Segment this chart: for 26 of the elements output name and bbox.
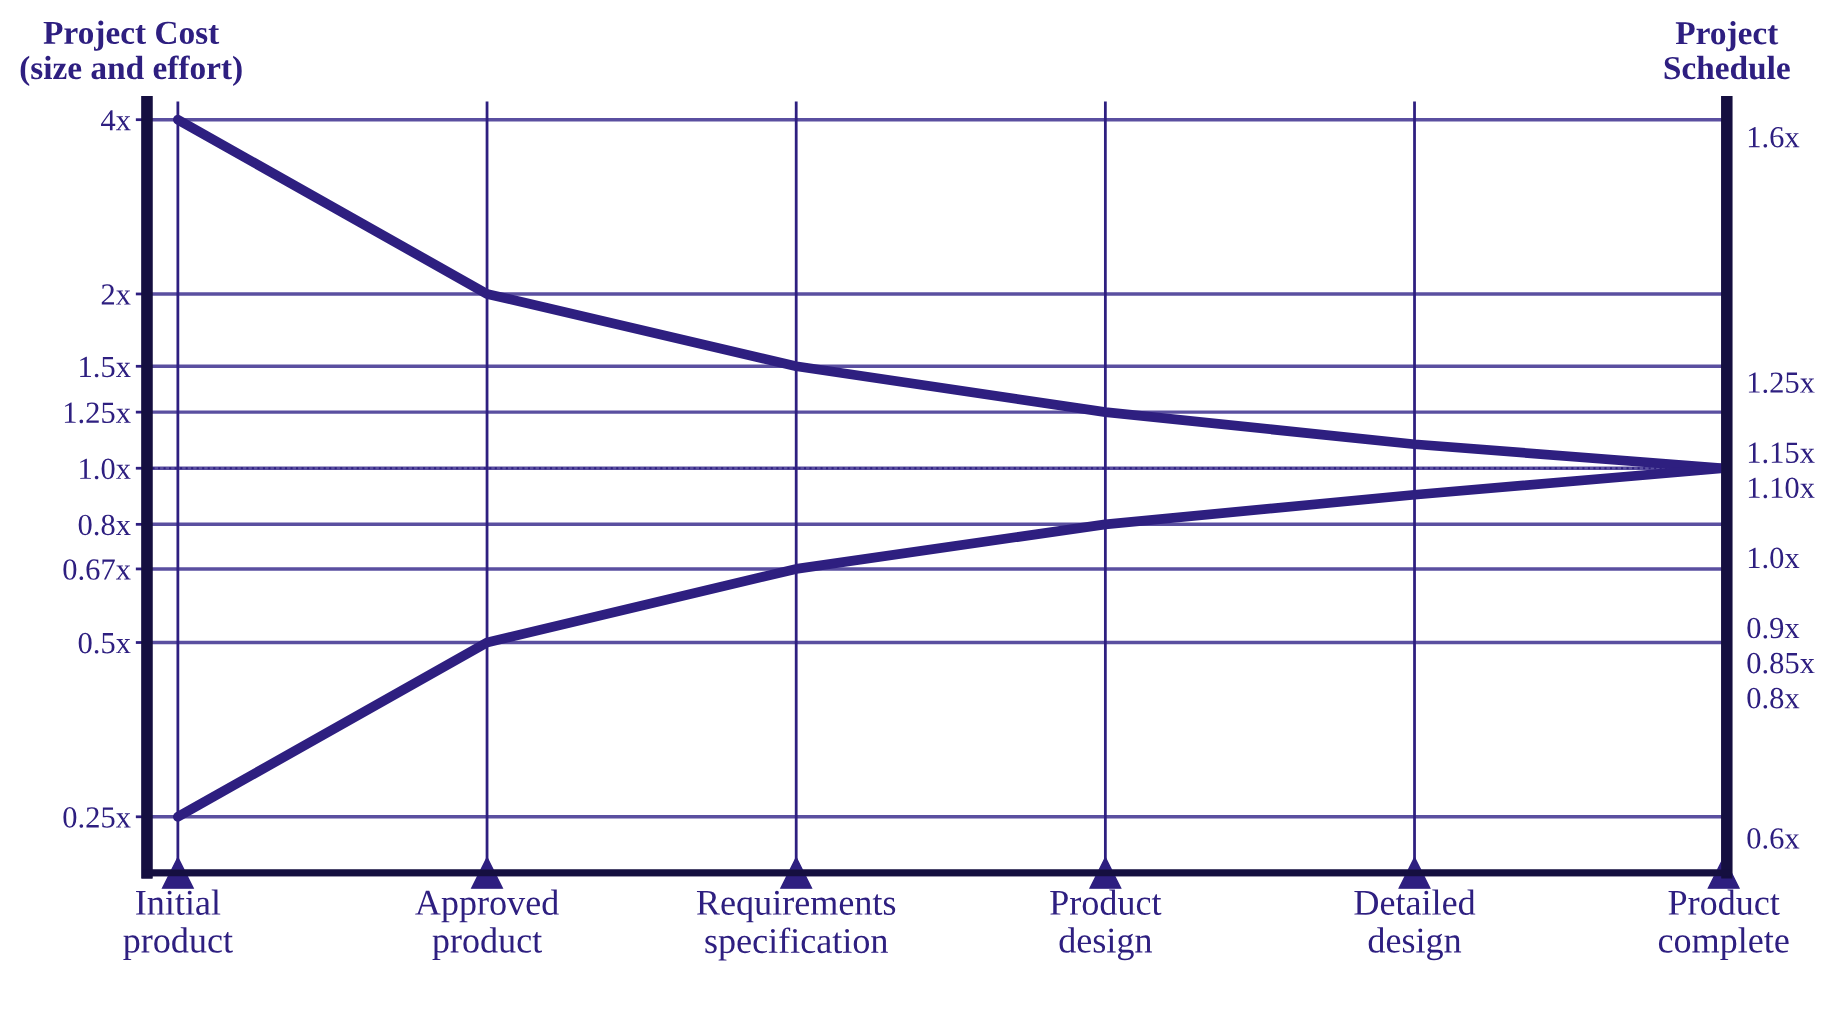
y-tick-label: 1.0x xyxy=(80,458,131,480)
y-tick-label: 0.5x xyxy=(78,632,131,654)
y-tick-label: 0.8x xyxy=(78,514,131,536)
x-tick-label: Detailed design xyxy=(1354,889,1476,961)
x-tick-label: Product design xyxy=(1050,889,1162,961)
y-tick-label: 1.25x xyxy=(64,402,131,424)
y-tick-label: 0.67x xyxy=(63,559,131,580)
x-tick-label: Product complete xyxy=(1658,889,1789,961)
y-tick-label: 4x xyxy=(101,110,131,131)
y2-tick-label: 0.85x xyxy=(1747,652,1815,674)
y2-tick-label: 1.25x xyxy=(1748,372,1815,394)
y-axis-title: Project Cost (size and effort) xyxy=(20,20,242,87)
x-tick-label: Initial product xyxy=(123,889,233,961)
y2-tick-label: 0.8x xyxy=(1747,687,1800,709)
y2-tick-label: 1.10x xyxy=(1748,477,1815,499)
y2-axis-title: Project Schedule xyxy=(1664,20,1790,80)
y-tick-label: 2x xyxy=(101,284,131,305)
y-tick-label: 0.25x xyxy=(63,807,131,828)
y2-tick-label: 0.6x xyxy=(1747,828,1800,849)
y2-tick-label: 1.15x xyxy=(1748,442,1815,464)
y2-tick-label: 1.6x xyxy=(1748,126,1800,148)
y2-tick-label: 0.9x xyxy=(1747,617,1800,639)
y-tick-label: 1.5x xyxy=(80,356,131,378)
x-tick-label: Requirements specification xyxy=(696,890,896,961)
y2-tick-label: 1.0x xyxy=(1748,547,1800,569)
x-tick-label: Approved product xyxy=(415,889,559,961)
